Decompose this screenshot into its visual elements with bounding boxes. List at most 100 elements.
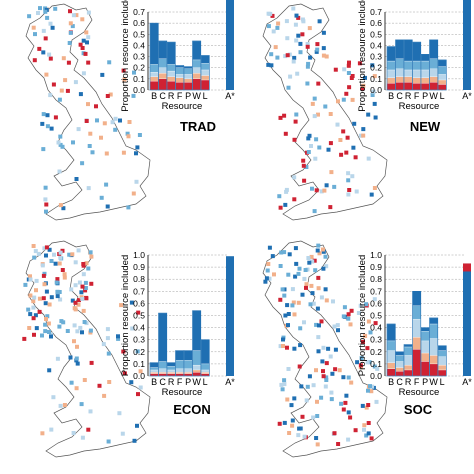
map-cell (269, 52, 274, 57)
bar-segment (386, 60, 396, 71)
map-cell (71, 431, 76, 435)
bar-outline (437, 345, 447, 377)
panel-soc: 0.0 0.1 0.2 0.3 0.4 0.5 0.6 0.7 0.8 0.9 1.0Proport… (262, 240, 472, 458)
map-cell (94, 104, 98, 109)
map-cell (282, 113, 287, 118)
map-cell (272, 272, 276, 277)
y-tick-label: 0.0 (370, 85, 382, 95)
map-group (262, 3, 388, 221)
map-cell (68, 30, 73, 35)
map-cell (44, 209, 48, 214)
map-cell (131, 93, 136, 98)
bar-segment (183, 74, 193, 80)
map-cell (319, 395, 324, 400)
bar-outline (437, 59, 447, 91)
bar-segment (158, 312, 167, 362)
map-cell (364, 405, 369, 410)
map-cell (346, 316, 351, 321)
map-cell (295, 71, 300, 76)
map-cell (267, 276, 272, 281)
map-cell (134, 151, 138, 156)
map-cell (288, 74, 293, 79)
map-cell (349, 308, 354, 313)
map-cell (51, 82, 56, 87)
map-cell (350, 174, 355, 179)
bar-segment (175, 360, 184, 369)
map-cell (324, 375, 329, 380)
map-cell (278, 264, 283, 268)
bar-segment (175, 373, 184, 377)
map-cell (324, 183, 329, 188)
map-cell (80, 161, 85, 166)
map-cell (319, 189, 324, 194)
x-tick-label-a-star: A* (225, 377, 235, 387)
map-cell (287, 431, 292, 435)
map-cell (60, 268, 65, 272)
map-cell (281, 344, 285, 348)
bar-segment (412, 349, 421, 377)
coastline (25, 3, 151, 221)
map-cell (49, 332, 53, 337)
bar-segment (183, 350, 193, 361)
map-cell (310, 101, 315, 106)
x-tick-label: L (440, 377, 445, 387)
map-cell (58, 203, 63, 208)
map-cell (69, 287, 74, 292)
map-cell (63, 78, 68, 83)
map-cell (304, 165, 309, 169)
map-cell (368, 330, 373, 335)
map-cell (308, 302, 313, 307)
map-cell (297, 364, 302, 369)
map-cell (80, 46, 85, 50)
map-cell (106, 351, 111, 356)
map-cell (292, 197, 297, 202)
map-cell (287, 52, 292, 57)
map-cell (366, 112, 371, 117)
y-tick-label: 0.4 (133, 323, 145, 333)
bar-segment (420, 69, 430, 78)
map-cell (40, 431, 45, 436)
map-cell (283, 313, 288, 318)
map-cell (298, 50, 303, 55)
panel-title-econ: ECON (173, 402, 211, 417)
bar-segment (200, 75, 210, 81)
bar-segment (183, 78, 193, 83)
y-axis-label: Proportion resource included (120, 255, 131, 376)
map-cell (321, 374, 326, 379)
map-cell (38, 6, 42, 11)
map-cell (132, 438, 137, 443)
map-cell (74, 13, 79, 18)
y-tick-label: 0.9 (133, 262, 145, 272)
x-tick-label: F (414, 91, 420, 101)
map-cell (354, 189, 359, 194)
bar-outline (200, 55, 210, 91)
y-tick-label: 1.0 (370, 250, 382, 260)
map-cell (48, 21, 53, 26)
map-cell (118, 118, 122, 123)
y-tick-label: 0.1 (133, 359, 145, 369)
y-tick-label: 0.5 (370, 29, 382, 39)
map-cell (47, 52, 52, 57)
map-cell (282, 250, 287, 255)
uk-map-trad (25, 3, 151, 221)
map-cell (323, 287, 328, 292)
x-tick-label: W (429, 377, 438, 387)
map-cell (372, 364, 377, 369)
map-cell (57, 261, 62, 266)
map-cell (304, 282, 309, 287)
map-cell (375, 366, 380, 371)
map-cell (32, 332, 36, 337)
map-cell (83, 286, 88, 290)
map-cell (125, 131, 130, 136)
map-cell (263, 279, 268, 284)
bar-segment (403, 76, 413, 83)
panel-title-trad: TRAD (180, 119, 216, 134)
bar-segment (192, 369, 201, 373)
map-cell (28, 274, 32, 279)
map-cell (317, 323, 321, 328)
map-cell (41, 147, 46, 152)
map-cell (36, 11, 40, 15)
map-cell (343, 400, 348, 405)
map-cell (279, 382, 284, 387)
y-tick-label: 0.4 (370, 323, 382, 333)
